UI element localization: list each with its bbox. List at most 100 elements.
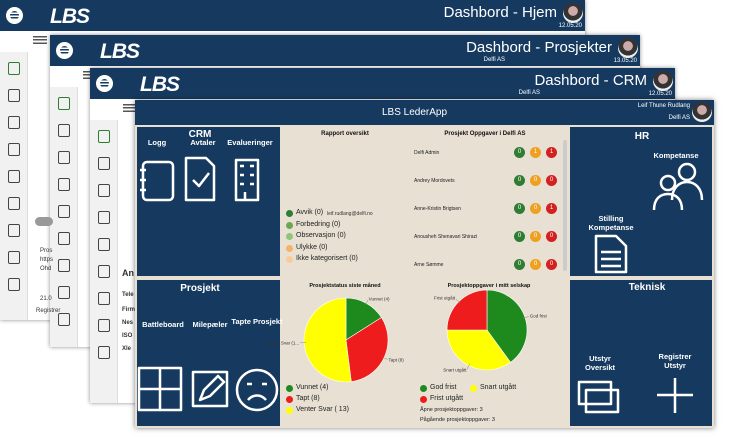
legend-label: Observasjon (0) bbox=[296, 232, 346, 239]
nav-icon[interactable] bbox=[98, 184, 110, 197]
nav-icon[interactable] bbox=[8, 143, 20, 156]
nav-icon[interactable] bbox=[98, 211, 110, 224]
nav-icon[interactable] bbox=[58, 151, 70, 164]
count-badge[interactable]: 1 bbox=[546, 203, 557, 214]
toggle bbox=[35, 217, 53, 226]
nav-icon[interactable] bbox=[58, 178, 70, 191]
count-badge[interactable]: 0 bbox=[530, 203, 541, 214]
nav-icon[interactable] bbox=[58, 97, 70, 110]
sidebar bbox=[90, 120, 118, 403]
nav-icon[interactable] bbox=[98, 265, 110, 278]
legend-label: Tapt (8) bbox=[296, 395, 320, 402]
legend-dot bbox=[286, 256, 293, 263]
count-badge[interactable]: 0 bbox=[546, 231, 557, 242]
count-badge[interactable]: 1 bbox=[546, 147, 557, 158]
project-panel[interactable] bbox=[137, 280, 280, 426]
fragment-text: Xle bbox=[122, 346, 132, 352]
company: Delfi AS bbox=[668, 115, 690, 121]
count-badge[interactable]: 0 bbox=[514, 203, 525, 214]
chart-title: Prosjektstatus siste måned bbox=[309, 283, 381, 289]
count-badge[interactable]: 0 bbox=[530, 175, 541, 186]
window-title: Dashbord - CRM bbox=[534, 72, 647, 89]
panel-title: Prosjekt bbox=[180, 283, 220, 294]
nav-icon[interactable] bbox=[8, 224, 20, 237]
nav-icon[interactable] bbox=[58, 232, 70, 245]
panel-title: HR bbox=[634, 131, 650, 142]
count-badge[interactable]: 0 bbox=[546, 259, 557, 270]
tile-label: Battleboard bbox=[142, 320, 184, 329]
nav-icon[interactable] bbox=[8, 278, 20, 291]
window-title: Dashbord - Hjem bbox=[443, 4, 557, 21]
crm-panel[interactable] bbox=[137, 127, 280, 276]
menu-button[interactable] bbox=[56, 42, 73, 59]
task-chart-panel bbox=[410, 280, 568, 426]
legend-dot bbox=[286, 210, 293, 217]
nav-icon[interactable] bbox=[8, 89, 20, 102]
row-name: Anne-Kristin Brigtsen bbox=[414, 206, 461, 212]
tile-label: Registrer Utstyr bbox=[658, 352, 692, 370]
nav-icon[interactable] bbox=[8, 197, 20, 210]
nav-icon[interactable] bbox=[8, 116, 20, 129]
nav-icon[interactable] bbox=[8, 251, 20, 264]
legend-label: Frist utgått bbox=[430, 395, 464, 402]
legend-dot bbox=[420, 396, 427, 403]
tile-label: Stilling Kompetanse bbox=[588, 214, 634, 232]
fragment-text: Tele bbox=[122, 292, 134, 298]
count-badge[interactable]: 0 bbox=[530, 259, 541, 270]
legend-label: God frist bbox=[430, 384, 457, 391]
fragment-text: An bbox=[122, 268, 134, 278]
tile-label: Avtaler bbox=[190, 138, 216, 147]
tile-label: Kompetanse bbox=[653, 151, 699, 160]
count-badge[interactable]: 0 bbox=[530, 231, 541, 242]
count-badge[interactable]: 0 bbox=[514, 231, 525, 242]
count-badge[interactable]: 0 bbox=[514, 259, 525, 270]
window-header bbox=[50, 35, 640, 66]
tasks-panel bbox=[410, 127, 568, 276]
note: Åpne prosjektoppgaver: 3 bbox=[420, 407, 483, 413]
fragment-text: Registrer bbox=[36, 308, 61, 314]
nav-icon[interactable] bbox=[58, 259, 70, 272]
nav-icon[interactable] bbox=[58, 124, 70, 137]
row-name: Delfi Admin bbox=[414, 150, 440, 156]
nav-icon[interactable] bbox=[58, 205, 70, 218]
count-badge[interactable]: 0 bbox=[514, 175, 525, 186]
chart-title: Prosjektoppgaver i mitt selskap bbox=[447, 283, 531, 289]
legend-label: Snart utgått bbox=[480, 384, 517, 391]
legend-dot bbox=[286, 233, 293, 240]
nav-icon[interactable] bbox=[8, 170, 20, 183]
hamburger[interactable] bbox=[123, 104, 137, 112]
sidebar bbox=[0, 52, 28, 320]
status-chart-panel bbox=[282, 280, 408, 426]
nav-icon[interactable] bbox=[98, 292, 110, 305]
count-badge[interactable]: 0 bbox=[514, 147, 525, 158]
nav-icon[interactable] bbox=[58, 313, 70, 326]
hamburger[interactable] bbox=[33, 36, 47, 44]
legend-label: Ikke kategorisert (0) bbox=[296, 255, 358, 262]
nav-icon[interactable] bbox=[98, 157, 110, 170]
nav-icon[interactable] bbox=[8, 62, 20, 75]
nav-icon[interactable] bbox=[58, 286, 70, 299]
panel-title: Rapport oversikt bbox=[321, 131, 369, 137]
menu-button[interactable] bbox=[96, 75, 113, 92]
scrollbar[interactable] bbox=[563, 140, 567, 271]
legend-dot bbox=[286, 385, 293, 392]
hr-panel[interactable] bbox=[570, 127, 712, 276]
menu-button[interactable] bbox=[6, 7, 23, 24]
app-title: LBS LederApp bbox=[381, 107, 448, 118]
fragment-text: Ohd bbox=[40, 266, 52, 272]
nav-icon[interactable] bbox=[98, 319, 110, 332]
nav-icon[interactable] bbox=[98, 346, 110, 359]
tile-label: Milepæler bbox=[192, 320, 228, 329]
nav-icon[interactable] bbox=[98, 130, 110, 143]
count-badge[interactable]: 1 bbox=[530, 147, 541, 158]
logo: LBS bbox=[50, 5, 90, 28]
panel-title: CRM bbox=[188, 129, 212, 140]
tile-label: Tapte Prosjekt bbox=[231, 317, 283, 326]
count-badge[interactable]: 0 bbox=[546, 175, 557, 186]
tile-label: Evalueringer bbox=[227, 138, 273, 147]
fragment-text: https bbox=[40, 257, 54, 263]
avatar bbox=[692, 102, 712, 122]
panel-title: Teknisk bbox=[628, 282, 666, 293]
fragment-text: Nes bbox=[122, 320, 134, 326]
nav-icon[interactable] bbox=[98, 238, 110, 251]
